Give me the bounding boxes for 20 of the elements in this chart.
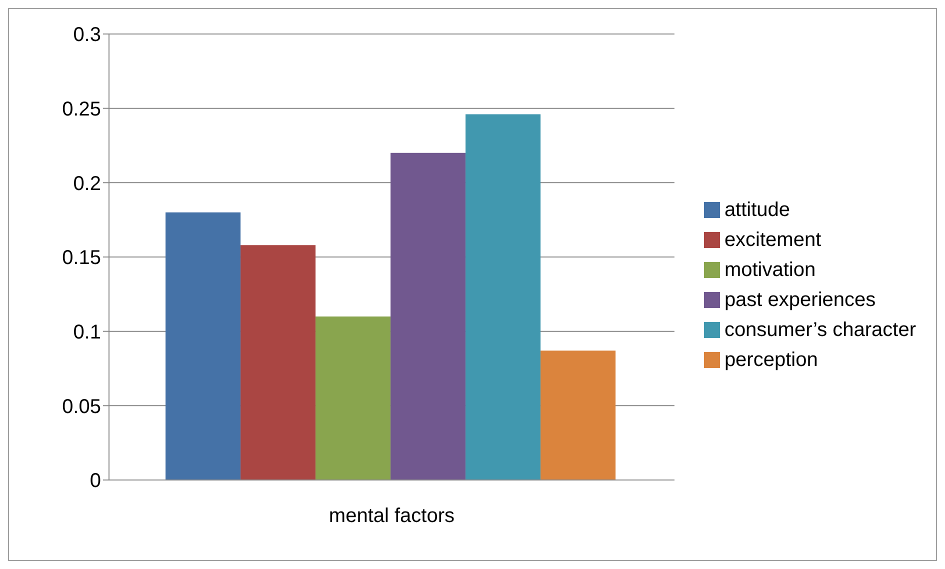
legend-label: perception [724,348,818,370]
y-tick-label: 0.15 [62,247,101,270]
legend-label: motivation [724,258,816,280]
bar [466,114,541,480]
bar [540,350,616,480]
bar [166,212,241,480]
legend-label: excitement [724,228,822,250]
y-tick-label: 0.2 [73,172,101,195]
bar [316,316,391,480]
bar [240,245,316,480]
y-tick-label: 0.3 [73,24,101,46]
legend-label: past experiences [724,288,876,310]
legend-label: consumer’s character [724,318,916,340]
y-tick-label: 0.25 [62,98,101,120]
y-tick-label: 0.05 [62,396,101,418]
x-tick-label: mental factors [328,505,455,528]
bar [390,152,466,480]
y-tick-label: 0 [90,470,101,492]
y-tick-label: 0.1 [73,321,101,344]
legend-label: attitude [724,198,790,220]
